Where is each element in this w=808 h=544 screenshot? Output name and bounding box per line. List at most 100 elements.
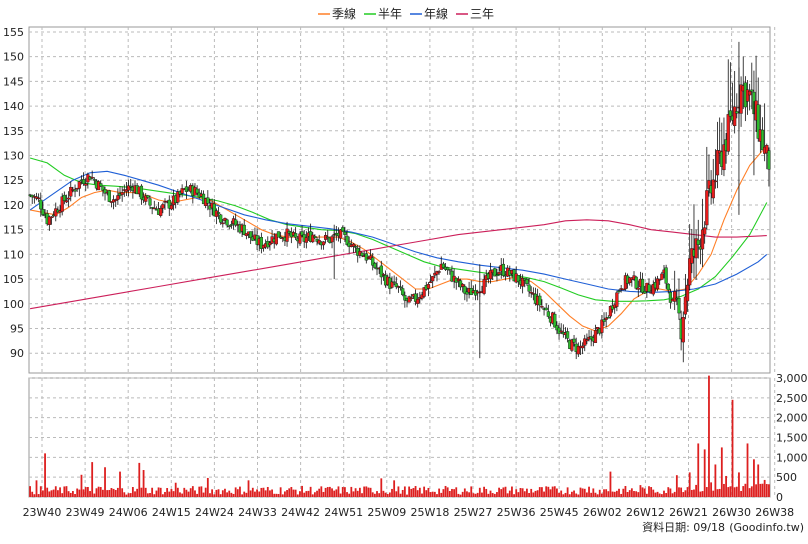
volume-bar <box>80 474 83 497</box>
candle-body <box>242 224 246 235</box>
candle-body <box>595 327 600 330</box>
volume-bar <box>196 493 199 497</box>
candle-body <box>161 204 165 209</box>
candle-body <box>294 233 298 238</box>
volume-bar <box>346 492 348 497</box>
volume-bar <box>251 487 254 497</box>
volume-bar <box>536 490 539 497</box>
volume-bar <box>433 491 436 497</box>
candle-body <box>705 190 709 226</box>
volume-bar <box>311 494 314 497</box>
volume-bar <box>675 475 678 497</box>
volume-tick-label: 1,000 <box>776 451 808 464</box>
volume-bar <box>159 487 162 497</box>
y-tick-label: 140 <box>3 100 24 113</box>
volume-bar <box>633 491 635 497</box>
volume-bar <box>391 488 393 497</box>
y-tick-label: 145 <box>3 75 24 88</box>
volume-bar <box>757 464 760 497</box>
volume-bar <box>429 492 432 497</box>
volume-bar <box>768 484 770 497</box>
volume-bar <box>410 488 413 497</box>
volume-bar <box>607 491 610 497</box>
volume-bar <box>436 494 438 497</box>
volume-bar <box>358 487 361 497</box>
volume-bar <box>725 475 727 497</box>
volume-bar <box>515 489 518 497</box>
volume-bar <box>63 486 66 497</box>
volume-bar <box>93 493 96 497</box>
volume-bar <box>399 493 402 497</box>
price-panel-frame <box>28 26 771 374</box>
volume-bar <box>613 491 616 497</box>
volume-bar <box>74 494 76 497</box>
candle-body <box>521 277 525 287</box>
candle-body <box>748 90 752 96</box>
volume-bar <box>645 493 648 497</box>
volume-bar <box>314 492 316 497</box>
volume-bar <box>491 493 494 497</box>
volume-bar <box>260 487 263 497</box>
volume-bar <box>446 487 449 497</box>
volume-bar <box>119 471 121 497</box>
volume-bar <box>106 490 109 497</box>
volume-bar <box>654 492 657 497</box>
volume-bar <box>309 486 312 497</box>
candle-body <box>572 338 576 343</box>
volume-bar <box>228 490 231 497</box>
volume-bar <box>254 491 256 497</box>
volume-bar <box>373 493 376 497</box>
volume-bar <box>292 489 295 497</box>
volume-bar <box>299 491 301 497</box>
volume-bar <box>397 486 400 497</box>
volume-bar <box>271 489 273 497</box>
y-tick-label: 155 <box>3 26 24 39</box>
volume-bar <box>682 492 685 497</box>
volume-bar <box>416 490 419 497</box>
volume-bar <box>369 487 372 497</box>
y-tick-label: 95 <box>10 323 24 336</box>
candle-body <box>516 274 520 282</box>
volume-bar <box>48 491 51 497</box>
candle-body <box>341 227 345 232</box>
candle-body <box>234 219 238 226</box>
volume-tick-label: 3,000 <box>776 372 808 385</box>
volume-bar <box>583 488 586 497</box>
volume-bar <box>442 489 445 497</box>
candle-body <box>608 306 613 317</box>
volume-bar <box>376 491 378 497</box>
volume-bar <box>286 490 288 497</box>
volume-bar <box>667 487 670 497</box>
volume-bar <box>459 494 462 497</box>
volume-bar <box>423 486 426 497</box>
candle-body <box>206 197 210 204</box>
candle-body <box>544 307 548 311</box>
volume-bar <box>328 486 331 497</box>
y-tick-label: 125 <box>3 174 24 187</box>
volume-bar <box>455 487 458 497</box>
x-tick-label: 26W02 <box>583 506 622 519</box>
candle-body <box>461 283 465 287</box>
candle-body <box>559 330 563 333</box>
volume-bar <box>600 493 603 497</box>
candle-body <box>525 279 529 284</box>
candle-body <box>407 296 411 303</box>
volume-bar <box>406 494 408 497</box>
candle-body <box>351 243 356 247</box>
candle-body <box>300 231 304 236</box>
volume-bar <box>705 487 708 497</box>
candle-body <box>735 111 739 114</box>
volume-bar <box>266 486 269 497</box>
volume-bar <box>348 493 351 497</box>
candle-body <box>268 242 272 246</box>
candle-body <box>482 278 486 294</box>
volume-bar <box>478 487 481 497</box>
candle-body <box>274 233 278 245</box>
candle-body <box>715 150 720 176</box>
volume-bar <box>110 488 113 497</box>
volume-bar <box>335 489 338 497</box>
volume-bar <box>485 488 488 497</box>
candle-body <box>219 214 223 223</box>
volume-bar <box>708 375 710 497</box>
volume-bar <box>575 493 578 497</box>
